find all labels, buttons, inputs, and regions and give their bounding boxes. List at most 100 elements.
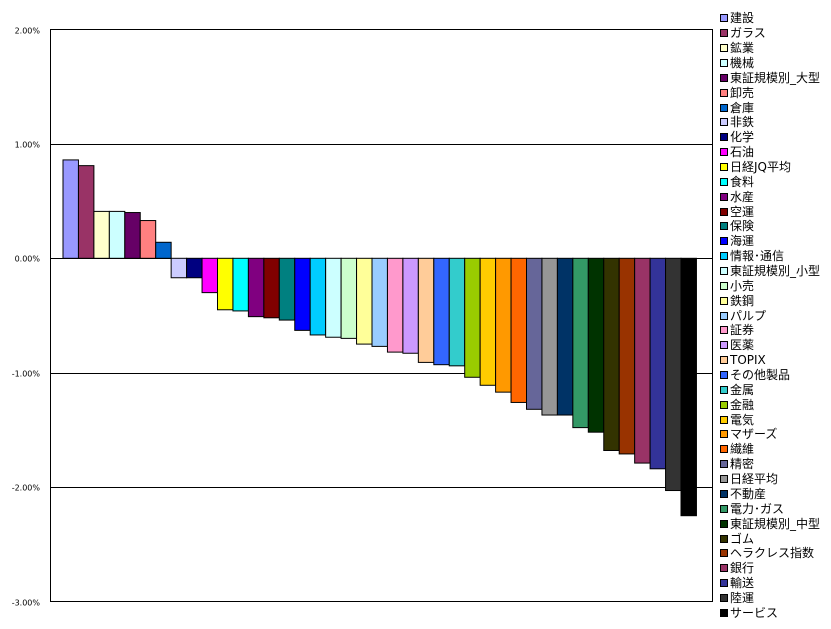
legend-item: 輸送 (720, 576, 820, 591)
bar-倉庫 (155, 241, 172, 259)
legend-label: 輸送 (730, 576, 755, 591)
legend-item: 水産 (720, 189, 820, 204)
y-tick-label: -1.00% (12, 370, 41, 379)
bar-輸送 (649, 257, 667, 470)
legend-label: 銀行 (730, 561, 755, 576)
legend-item: その他製品 (720, 368, 820, 383)
bar-ガラス (77, 165, 95, 259)
bar-石油 (201, 257, 219, 294)
legend-item: 小売 (720, 278, 820, 293)
legend-item: 不動産 (720, 487, 820, 502)
legend-swatch (720, 44, 728, 53)
legend-swatch (720, 192, 728, 201)
bar-その他製品 (433, 257, 450, 366)
legend-item: 建設 (720, 11, 820, 26)
legend-item: マザーズ (720, 427, 820, 442)
bar-医薬 (402, 257, 419, 354)
bar-鉱業 (93, 210, 110, 259)
legend-item: 海運 (720, 234, 820, 249)
bar-海運 (294, 257, 311, 331)
legend-label: マザーズ (730, 427, 778, 442)
legend-item: 鉄鋼 (720, 293, 820, 308)
legend-label: ガラス (730, 26, 766, 41)
bar-東証規模別_中型 (587, 257, 605, 433)
legend-swatch (720, 222, 728, 231)
legend-label: 金属 (730, 382, 755, 397)
legend-item: ヘラクレス指数 (720, 546, 820, 561)
legend-swatch (720, 207, 728, 216)
legend-label: ヘラクレス指数 (730, 546, 815, 561)
y-tick-label: -2.00% (12, 484, 41, 493)
legend-swatch (720, 281, 728, 290)
legend-label: 空運 (730, 204, 755, 219)
legend-item: 食料 (720, 174, 820, 189)
legend-swatch (720, 88, 728, 97)
legend-swatch (720, 341, 728, 350)
legend-swatch (720, 73, 728, 82)
legend-label: 海運 (730, 234, 755, 249)
legend-swatch (720, 237, 728, 246)
bar-TOPIX (417, 257, 435, 363)
legend-item: 金属 (720, 382, 820, 397)
y-axis-tick-labels: 2.00% 1.00% 0.00% -1.00% -2.00% -3.00% (12, 27, 41, 608)
legend-label: パルプ (730, 308, 767, 323)
legend-swatch (720, 564, 728, 573)
legend-label: 日経JQ平均 (730, 160, 791, 175)
legend-swatch (720, 133, 728, 142)
legend-item: 医薬 (720, 338, 820, 353)
legend-item: 証券 (720, 323, 820, 338)
y-tick-label: 2.00% (15, 27, 41, 36)
legend-item: 倉庫 (720, 100, 820, 115)
legend-swatch (720, 579, 728, 588)
legend-label: 化学 (730, 130, 755, 145)
bar-卸売 (139, 220, 157, 259)
legend-label: 小売 (730, 278, 755, 293)
legend-item: 石油 (720, 145, 820, 160)
bar-日経JQ平均 (217, 257, 234, 311)
legend-label: 食料 (730, 174, 755, 189)
legend-label: 金融 (730, 397, 755, 412)
legend-label: 日経平均 (730, 472, 779, 487)
legend-label: 卸売 (730, 85, 755, 100)
legend-item: 日経JQ平均 (720, 160, 820, 175)
legend-label: 非鉄 (730, 115, 755, 130)
bar-銀行 (634, 257, 651, 464)
legend-label: 機械 (730, 56, 755, 70)
legend-swatch (720, 489, 728, 498)
legend-label: ゴム (730, 531, 755, 546)
bar-保険 (278, 257, 296, 321)
legend-swatch (720, 267, 728, 276)
legend-label: 東証規模別_小型 (730, 264, 821, 279)
y-tick-label: -3.00% (12, 599, 41, 608)
bar-水産 (247, 257, 265, 318)
legend-label: 保険 (730, 219, 755, 234)
legend-label: 倉庫 (730, 100, 755, 115)
legend-item: 東証規模別_大型 (720, 70, 820, 85)
bar-食料 (232, 257, 249, 312)
legend-swatch (720, 118, 728, 127)
bar-情報･通信 (309, 257, 327, 336)
legend-item: 東証規模別_小型 (720, 264, 820, 279)
legend-swatch (720, 103, 728, 112)
bar-非鉄 (170, 257, 188, 279)
legend-item: ガラス (720, 26, 820, 41)
legend-label: 水産 (730, 189, 755, 204)
bar-不動産 (556, 257, 574, 416)
legend-swatch (720, 252, 728, 261)
legend-item: 空運 (720, 204, 820, 219)
legend-swatch (720, 593, 728, 602)
legend-swatch (720, 148, 728, 157)
bar-パルプ (371, 257, 388, 347)
legend-label: 建設 (730, 11, 755, 26)
legend-item: 卸売 (720, 85, 820, 100)
legend-label: 陸運 (730, 590, 755, 605)
bar-金融 (464, 257, 481, 378)
bar-小売 (340, 257, 358, 339)
legend-label: サービス (730, 605, 779, 620)
legend-swatch (720, 445, 728, 454)
bar-精密 (526, 257, 543, 410)
legend-item: 情報･通信 (720, 249, 820, 264)
legend-item: 電気 (720, 412, 820, 427)
legend-label: 電気 (730, 412, 755, 427)
bar-化学 (186, 257, 203, 279)
